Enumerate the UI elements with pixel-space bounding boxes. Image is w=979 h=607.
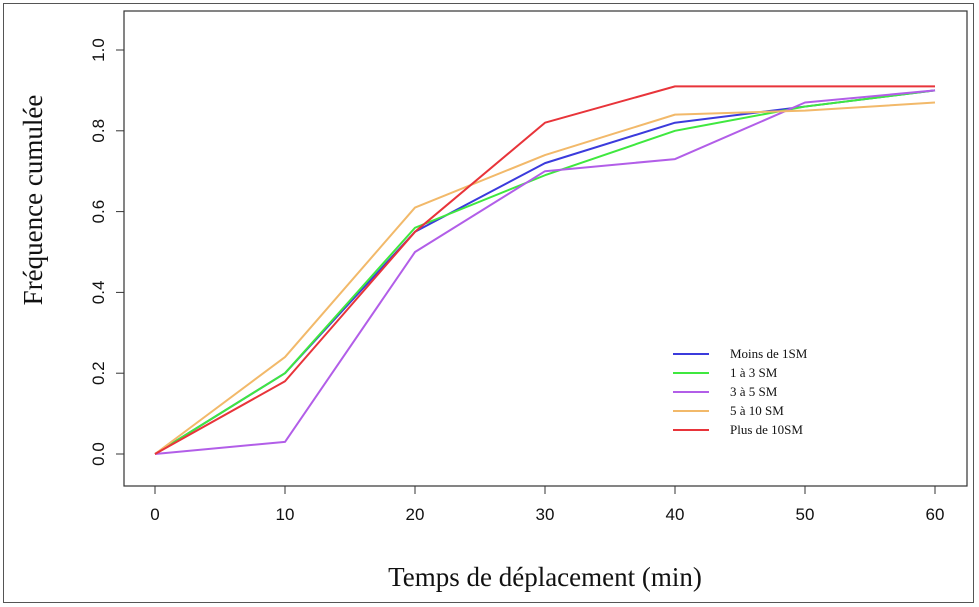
legend: Moins de 1SM 1 à 3 SM 3 à 5 SM 5 à 10 SM Plu… — [673, 346, 808, 437]
x-tick-label: 0 — [150, 505, 159, 524]
legend-label: 3 à 5 SM — [730, 384, 778, 399]
x-tick-label: 40 — [666, 505, 685, 524]
legend-label: Moins de 1SM — [730, 346, 808, 361]
y-tick-label: 0.8 — [89, 119, 108, 143]
axes: 0 10 20 30 40 50 60 0.0 0.2 0.4 0.6 0.8 1.0 — [89, 38, 944, 524]
chart-frame — [3, 3, 974, 603]
series-layer — [154, 85, 936, 455]
x-tick-label: 30 — [536, 505, 555, 524]
legend-label: 5 à 10 SM — [730, 403, 784, 418]
x-tick-label: 50 — [796, 505, 815, 524]
legend-item: Plus de 10SM — [673, 422, 803, 437]
y-tick-label: 0.4 — [89, 281, 108, 305]
x-axis-title: Temps de déplacement (min) — [388, 562, 702, 592]
legend-label: 1 à 3 SM — [730, 365, 778, 380]
y-axis-title: Fréquence cumulée — [18, 95, 48, 306]
plot-area-border — [123, 10, 968, 487]
y-tick-label: 1.0 — [89, 38, 108, 62]
y-tick-label: 0.0 — [89, 442, 108, 466]
series-line-1 — [154, 89, 936, 455]
series-line-2 — [154, 89, 936, 455]
legend-item: 3 à 5 SM — [673, 384, 778, 399]
x-tick-label: 20 — [406, 505, 425, 524]
x-tick-label: 10 — [276, 505, 295, 524]
series-line-3 — [154, 101, 936, 455]
series-line-0 — [154, 89, 936, 455]
series-line-4 — [154, 85, 935, 455]
legend-item: Moins de 1SM — [673, 346, 808, 361]
legend-item: 1 à 3 SM — [673, 365, 778, 380]
y-tick-label: 0.6 — [89, 200, 108, 224]
legend-label: Plus de 10SM — [730, 422, 803, 437]
legend-item: 5 à 10 SM — [673, 403, 784, 418]
y-tick-label: 0.2 — [89, 361, 108, 385]
x-tick-label: 60 — [926, 505, 945, 524]
